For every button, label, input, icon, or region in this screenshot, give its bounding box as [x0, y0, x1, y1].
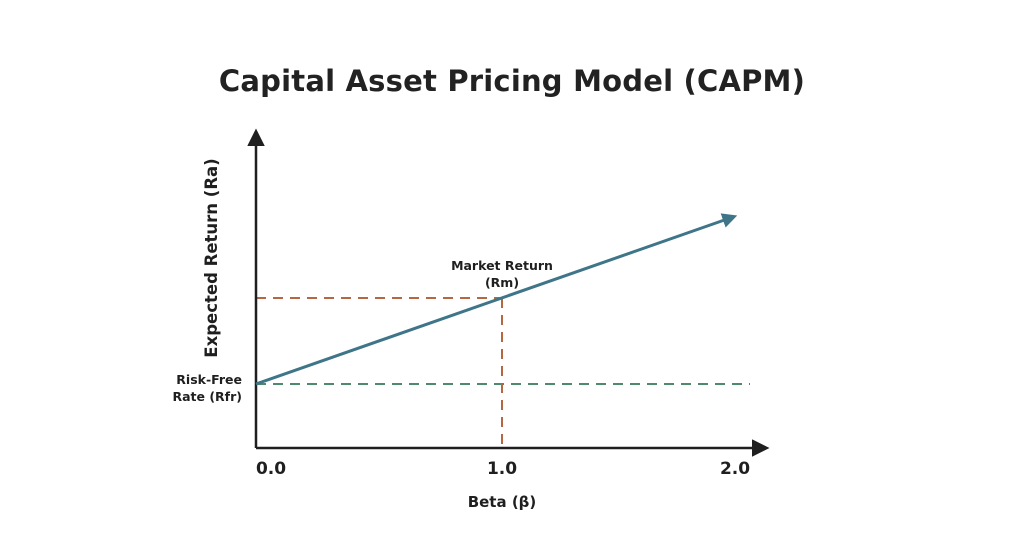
- x-tick-label-2: 2.0: [720, 459, 750, 479]
- market-return-label: Market Return: [451, 258, 553, 273]
- x-axis-title: Beta (β): [468, 493, 537, 511]
- y-axis-title: Expected Return (Ra): [202, 158, 221, 357]
- security-market-line: [255, 213, 738, 386]
- x-tick-label-0: 0.0: [256, 459, 286, 479]
- market-return-label-abbrev: (Rm): [485, 275, 519, 290]
- x-tick-label-1: 1.0: [487, 459, 517, 479]
- risk-free-label: Risk-Free: [176, 372, 242, 387]
- risk-free-label-abbrev: Rate (Rfr): [172, 389, 242, 404]
- diagram-title: Capital Asset Pricing Model (CAPM): [218, 64, 806, 98]
